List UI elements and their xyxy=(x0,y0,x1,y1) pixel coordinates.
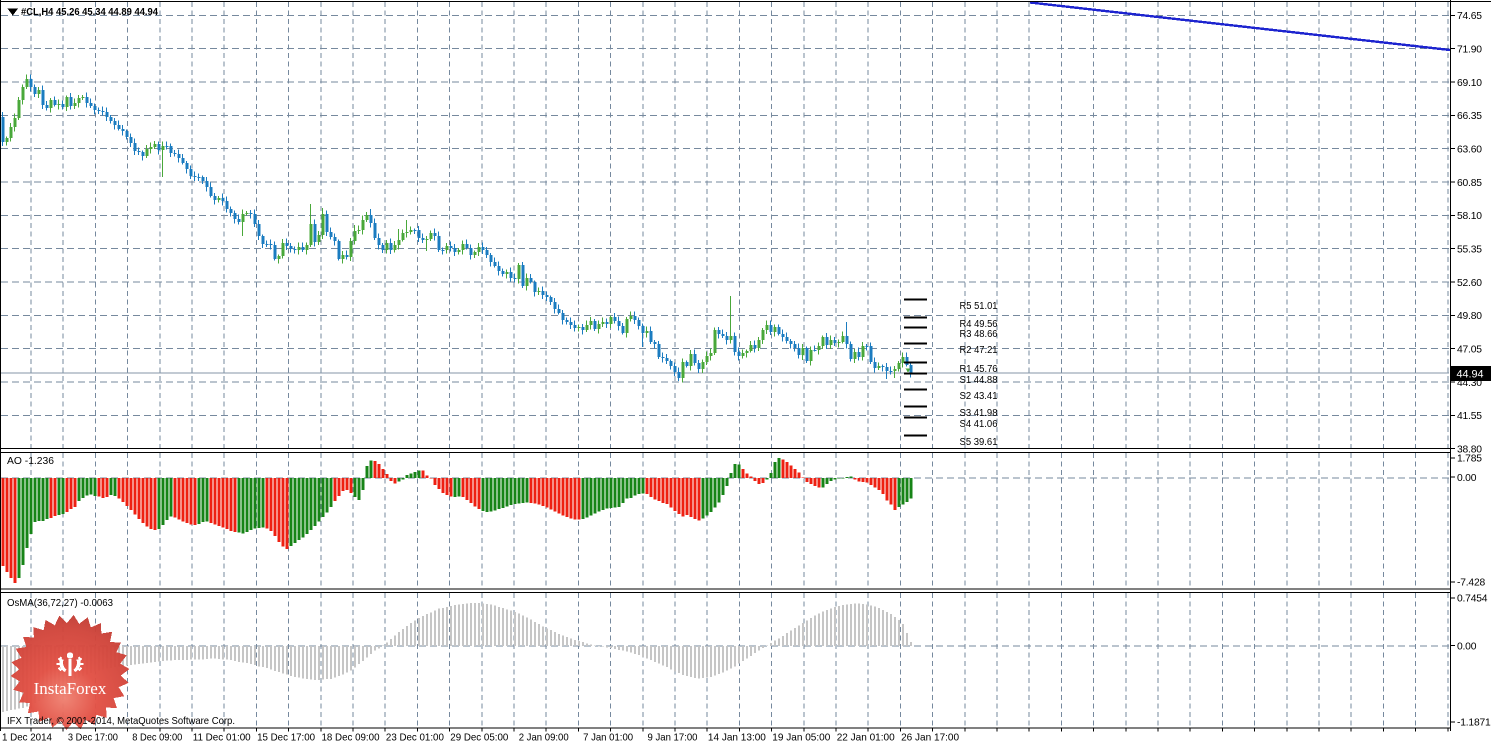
svg-text:23 Dec 01:00: 23 Dec 01:00 xyxy=(386,733,444,744)
svg-text:0.00: 0.00 xyxy=(1457,473,1477,484)
svg-text:44.30: 44.30 xyxy=(1457,378,1482,389)
svg-text:38.80: 38.80 xyxy=(1457,445,1482,456)
svg-text:11 Dec 01:00: 11 Dec 01:00 xyxy=(193,733,251,744)
svg-text:R5 51.01: R5 51.01 xyxy=(960,301,998,312)
svg-text:18 Dec 09:00: 18 Dec 09:00 xyxy=(322,733,380,744)
svg-text:55.35: 55.35 xyxy=(1457,245,1482,256)
svg-text:29 Dec 05:00: 29 Dec 05:00 xyxy=(450,733,508,744)
svg-text:8 Dec 09:00: 8 Dec 09:00 xyxy=(132,733,182,744)
svg-text:2 Jan 09:00: 2 Jan 09:00 xyxy=(519,733,569,744)
svg-text:58.10: 58.10 xyxy=(1457,211,1482,222)
svg-text:71.90: 71.90 xyxy=(1457,45,1482,56)
svg-text:1.785: 1.785 xyxy=(1457,454,1482,465)
svg-text:26 Jan 17:00: 26 Jan 17:00 xyxy=(901,733,959,744)
svg-text:S4 41.06: S4 41.06 xyxy=(960,419,998,430)
svg-text:1 Dec 2014: 1 Dec 2014 xyxy=(2,733,52,744)
svg-text:9 Jan 17:00: 9 Jan 17:00 xyxy=(648,733,698,744)
svg-text:52.60: 52.60 xyxy=(1457,278,1482,289)
svg-text:41.55: 41.55 xyxy=(1457,411,1482,422)
svg-text:0.7454: 0.7454 xyxy=(1457,594,1488,605)
svg-text:7 Jan 01:00: 7 Jan 01:00 xyxy=(583,733,633,744)
svg-text:IFX Trader, © 2001-2014, MetaQ: IFX Trader, © 2001-2014, MetaQuotes Soft… xyxy=(7,716,235,727)
svg-text:#CL,H4 45.26 45.34 44.89 44.9: #CL,H4 45.26 45.34 44.89 44.94 xyxy=(21,6,158,18)
svg-text:-1.1871: -1.1871 xyxy=(1457,718,1491,729)
svg-text:-7.428: -7.428 xyxy=(1457,578,1485,589)
svg-text:S1 44.88: S1 44.88 xyxy=(960,375,998,386)
svg-text:49.80: 49.80 xyxy=(1457,311,1482,322)
svg-text:22 Jan 01:00: 22 Jan 01:00 xyxy=(837,733,895,744)
svg-text:AO -1.236: AO -1.236 xyxy=(7,456,54,467)
svg-text:R2 47.21: R2 47.21 xyxy=(960,345,998,356)
svg-text:63.60: 63.60 xyxy=(1457,145,1482,156)
svg-text:R4 49.56: R4 49.56 xyxy=(960,319,998,330)
svg-text:66.35: 66.35 xyxy=(1457,111,1482,122)
svg-text:60.85: 60.85 xyxy=(1457,178,1482,189)
svg-text:74.65: 74.65 xyxy=(1457,11,1482,22)
svg-text:19 Jan 05:00: 19 Jan 05:00 xyxy=(772,733,830,744)
svg-text:15 Dec 17:00: 15 Dec 17:00 xyxy=(257,733,315,744)
svg-text:S5 39.61: S5 39.61 xyxy=(960,437,998,448)
svg-text:S2 43.41: S2 43.41 xyxy=(960,391,998,402)
svg-text:OsMA(36,72,27) -0.0063: OsMA(36,72,27) -0.0063 xyxy=(7,598,113,609)
svg-text:44.94: 44.94 xyxy=(1457,368,1484,380)
svg-text:47.05: 47.05 xyxy=(1457,345,1482,356)
svg-text:69.10: 69.10 xyxy=(1457,78,1482,89)
svg-text:0.00: 0.00 xyxy=(1457,642,1477,653)
svg-text:S3 41.98: S3 41.98 xyxy=(960,408,998,419)
svg-text:R3 48.66: R3 48.66 xyxy=(960,329,998,340)
svg-text:R1 45.76: R1 45.76 xyxy=(960,364,998,375)
svg-text:3 Dec 17:00: 3 Dec 17:00 xyxy=(68,733,118,744)
svg-text:14 Jan 13:00: 14 Jan 13:00 xyxy=(708,733,766,744)
svg-text:InstaForex: InstaForex xyxy=(34,679,107,698)
